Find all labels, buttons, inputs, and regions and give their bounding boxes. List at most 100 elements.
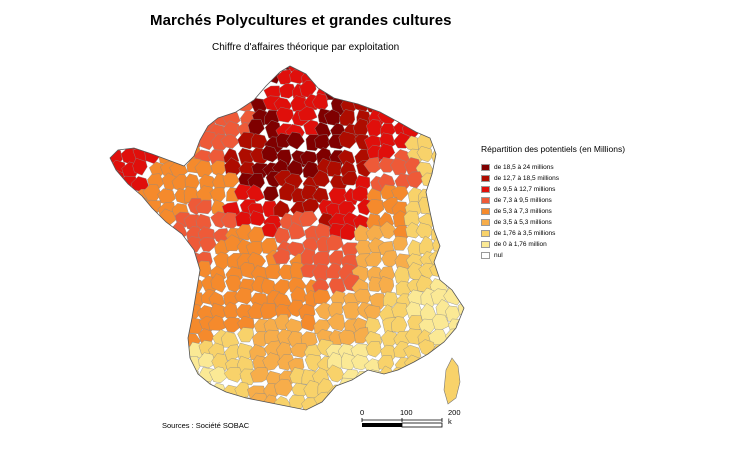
map-region <box>467 240 476 257</box>
map-region <box>417 82 436 100</box>
map-region <box>132 157 148 176</box>
legend-label: de 12,7 à 18,5 millions <box>494 175 560 182</box>
map-region <box>459 289 464 305</box>
map-region <box>277 419 294 430</box>
map-region <box>422 66 440 82</box>
map-region <box>143 239 161 258</box>
map-region <box>381 66 398 73</box>
map-region <box>460 198 464 214</box>
scale-bar: 0 100 200 k <box>356 408 466 432</box>
map-region <box>329 394 348 410</box>
map-region <box>471 211 476 228</box>
map-region <box>131 95 148 112</box>
map-region <box>457 95 464 112</box>
map-region <box>144 70 161 87</box>
map-region <box>405 222 421 239</box>
legend-label: de 7,3 à 9,5 millions <box>494 197 552 204</box>
map-region <box>432 208 453 227</box>
map-region <box>96 94 109 111</box>
legend-swatch <box>481 164 490 171</box>
map-region <box>220 133 240 149</box>
legend-label: de 9,5 à 12,7 millions <box>494 186 556 193</box>
map-region <box>110 344 114 362</box>
map-region <box>208 93 226 110</box>
map-region <box>136 254 153 271</box>
map-region <box>168 344 186 361</box>
map-region <box>473 315 476 331</box>
map-region <box>110 198 111 215</box>
map-region <box>419 106 438 125</box>
map-region <box>133 408 151 410</box>
scale-tick-0: 0 <box>360 408 365 417</box>
map-region <box>341 81 358 97</box>
map-region <box>199 93 216 111</box>
map-region <box>443 237 459 255</box>
map-region <box>119 123 138 140</box>
map-region <box>431 197 452 214</box>
map-region <box>326 313 346 332</box>
legend-swatch <box>481 219 490 226</box>
map-region <box>263 186 279 202</box>
map-region <box>355 83 372 101</box>
legend-swatch <box>481 197 490 204</box>
map-region <box>210 66 226 71</box>
map-region <box>444 133 463 152</box>
map-region <box>110 278 125 298</box>
map-region <box>118 286 138 306</box>
map-region <box>133 329 151 347</box>
map-region <box>110 157 111 176</box>
map-region <box>433 68 452 86</box>
map-region <box>110 355 124 372</box>
map-regions <box>96 66 476 430</box>
map-region <box>331 421 348 430</box>
map-region <box>290 342 309 359</box>
map-region <box>131 213 148 231</box>
map-region <box>221 68 239 87</box>
map-region <box>197 66 213 72</box>
map-region <box>417 358 436 375</box>
map-region <box>391 379 411 396</box>
map-region <box>366 69 385 84</box>
map-region <box>264 403 282 410</box>
map-region <box>158 342 176 360</box>
map-region <box>392 105 413 123</box>
map-region <box>380 330 398 347</box>
map-region <box>145 261 163 279</box>
map-region <box>143 305 162 323</box>
map-region <box>275 106 295 123</box>
map-region <box>110 277 115 293</box>
map-region <box>130 396 148 410</box>
map-region <box>96 367 109 383</box>
map-region <box>110 123 127 142</box>
map-region <box>161 80 179 97</box>
map-region <box>170 354 191 371</box>
map-region <box>143 352 162 370</box>
map-region <box>159 328 178 347</box>
map-region <box>122 211 139 231</box>
map-region <box>278 182 296 202</box>
map-region <box>132 265 151 283</box>
map-region <box>312 169 330 187</box>
map-region <box>290 418 309 430</box>
map-region <box>432 66 450 75</box>
map-region <box>236 342 254 359</box>
map-region <box>338 66 358 72</box>
map-region <box>121 199 140 215</box>
map-region <box>161 392 179 409</box>
map-region <box>110 171 112 189</box>
map-region <box>122 189 139 205</box>
map-region <box>110 235 113 254</box>
map-region <box>448 265 464 283</box>
map-region <box>273 378 294 397</box>
map-region <box>272 248 290 265</box>
map-region <box>247 79 264 96</box>
map-region <box>474 96 476 113</box>
map-region <box>393 66 411 70</box>
map-region <box>210 406 229 410</box>
map-region <box>434 188 451 206</box>
map-region <box>96 304 110 322</box>
map-region <box>276 408 295 410</box>
map-region <box>378 380 396 398</box>
map-region <box>211 79 228 97</box>
map-region <box>261 145 280 163</box>
